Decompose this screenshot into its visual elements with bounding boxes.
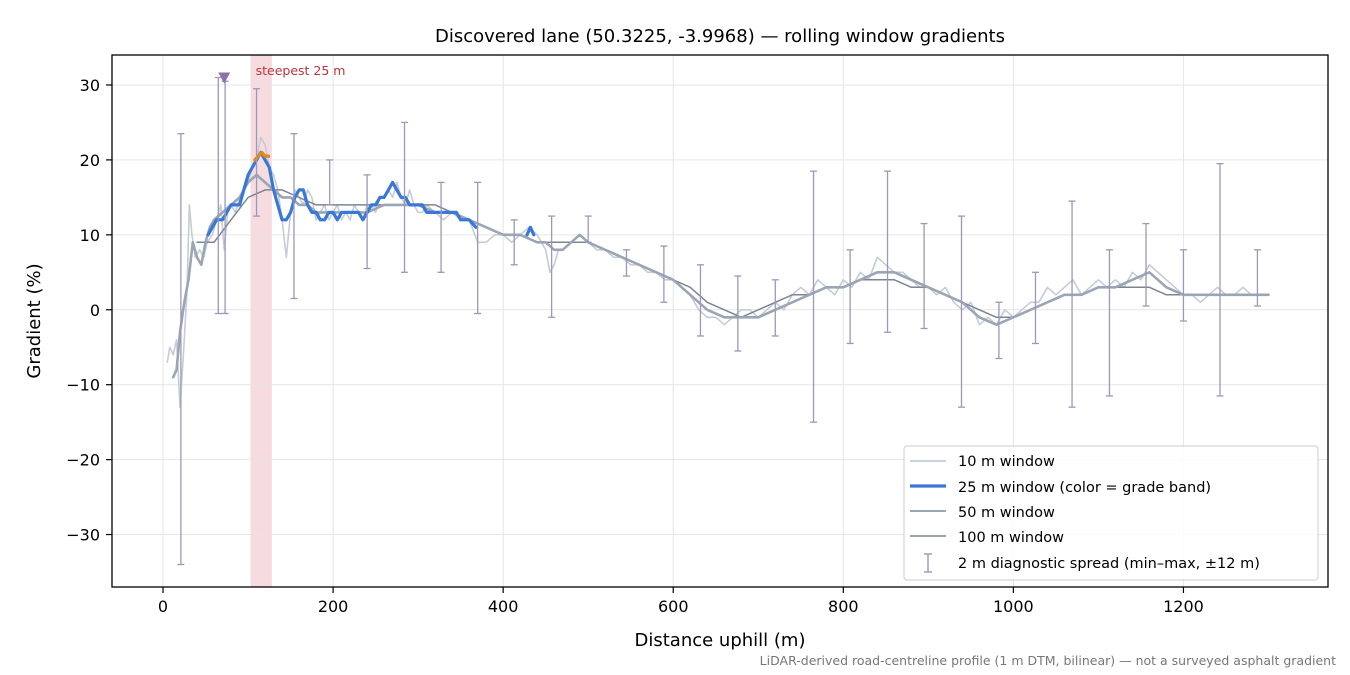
- y-axis-label: Gradient (%): [24, 263, 45, 378]
- diagnostic-bar: [957, 215, 965, 408]
- y-tick-label: 10: [80, 226, 100, 245]
- diagnostic-bar: [995, 301, 1003, 360]
- series-layer: [166, 136, 1270, 408]
- diagnostic-bar: [1031, 271, 1039, 345]
- y-tick-label: −30: [66, 526, 100, 545]
- grid-lines: [112, 55, 1328, 587]
- legend-label-100m: 100 m window: [958, 530, 1064, 546]
- y-tick-label: −20: [66, 451, 100, 470]
- peak-marker-icon: [218, 72, 231, 84]
- diagnostic-bar: [214, 76, 222, 315]
- x-axis-label: Distance uphill (m): [635, 630, 806, 651]
- diagnostic-bar: [548, 215, 556, 318]
- diagnostic-bar: [920, 222, 928, 330]
- diagnostic-bar: [1105, 249, 1113, 397]
- diagnostic-bar: [846, 249, 854, 345]
- x-axis-ticks: 0 200 400 600 800 1000 1200: [158, 587, 1204, 616]
- diagnostic-bar: [696, 264, 704, 337]
- diagnostic-bar: [810, 170, 818, 423]
- legend-swatch-diagnostic: [924, 553, 932, 573]
- x-tick-label: 1200: [1163, 597, 1204, 616]
- legend-box: [903, 445, 1319, 581]
- footnote: LiDAR-derived road-centreline profile (1…: [760, 653, 1336, 668]
- diagnostic-bar: [326, 159, 334, 206]
- legend-label-50m: 50 m window: [958, 505, 1055, 521]
- x-tick-label: 0: [158, 597, 168, 616]
- diagnostic-bar: [437, 181, 445, 273]
- legend-label-10m: 10 m window: [958, 454, 1055, 470]
- steepest-segment-highlight: [250, 55, 272, 587]
- diagnostic-bar: [584, 215, 592, 243]
- diagnostic-bar: [1216, 162, 1224, 397]
- series-line-w25b: [525, 225, 536, 237]
- diagnostic-spread-bars: [177, 76, 1261, 566]
- x-tick-label: 1000: [993, 597, 1034, 616]
- diagnostic-bar: [177, 133, 185, 566]
- legend-label-25m: 25 m window (color = grade band): [958, 480, 1211, 496]
- series-line-w100: [196, 189, 1270, 319]
- y-tick-label: 20: [80, 151, 100, 170]
- diagnostic-bar: [734, 275, 742, 352]
- diagnostic-bar: [1142, 222, 1150, 307]
- diagnostic-bar: [1179, 249, 1187, 322]
- x-tick-label: 600: [658, 597, 689, 616]
- diagnostic-bar: [363, 174, 371, 270]
- diagnostic-bar: [660, 245, 668, 303]
- diagnostic-bar: [884, 170, 892, 333]
- diagnostic-bar: [1253, 249, 1261, 307]
- y-tick-label: 30: [80, 76, 100, 95]
- plot-frame: [111, 54, 1329, 588]
- legend: 10 m window 25 m window (color = grade b…: [903, 445, 1319, 581]
- diagnostic-bar: [1068, 200, 1076, 408]
- legend-label-diagnostic: 2 m diagnostic spread (min–max, ±12 m): [958, 556, 1260, 572]
- diagnostic-bar: [771, 279, 779, 337]
- y-tick-label: 0: [90, 301, 100, 320]
- x-tick-label: 400: [488, 597, 519, 616]
- series-line-w10: [166, 136, 1270, 408]
- diagnostic-bar: [221, 80, 229, 315]
- y-tick-label: −10: [66, 376, 100, 395]
- x-tick-label: 200: [318, 597, 349, 616]
- x-tick-label: 800: [828, 597, 859, 616]
- diagnostic-bar: [253, 88, 261, 217]
- diagnostic-bar: [290, 133, 298, 300]
- chart-title: Discovered lane (50.3225, -3.9968) — rol…: [435, 26, 1005, 47]
- y-axis-ticks: −30 −20 −10 0 10 20 30: [66, 76, 112, 545]
- diagnostic-bar: [510, 219, 518, 266]
- steepest-segment-label: steepest 25 m: [256, 63, 346, 78]
- diagnostic-bar: [474, 181, 482, 315]
- diagnostic-bar: [401, 121, 409, 273]
- series-line-w25: [206, 150, 478, 237]
- diagnostic-bar: [622, 249, 630, 277]
